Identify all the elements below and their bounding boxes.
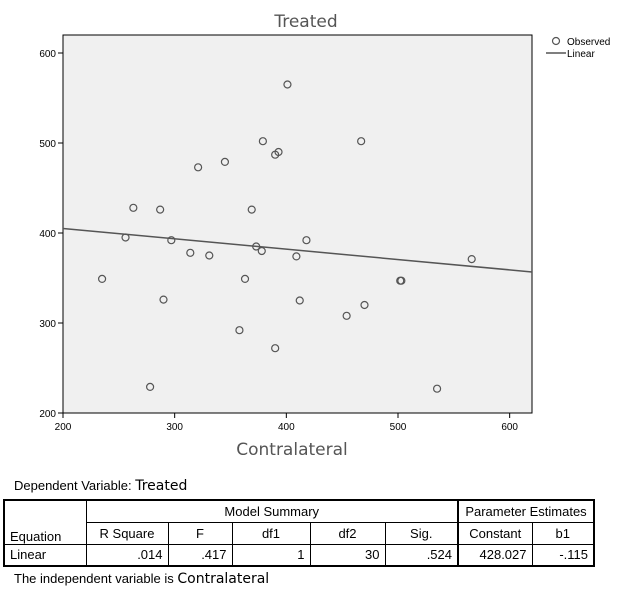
table-row: Linear .014 .417 1 30 .524 428.027 -.115	[3, 543, 595, 567]
data-point	[302, 236, 311, 245]
model-summary-header: Model Summary	[85, 499, 459, 523]
data-point	[274, 147, 283, 157]
x-tick-label: 300	[166, 422, 183, 433]
data-point	[220, 157, 230, 166]
y-tick-label: 600	[39, 49, 56, 60]
parameter-estimates-header: Parameter Estimates	[457, 499, 595, 523]
data-point	[186, 248, 195, 257]
df1-cell: 1	[231, 543, 311, 567]
y-tick-label: 200	[39, 409, 56, 420]
sig-cell: .524	[384, 543, 459, 567]
data-point	[159, 295, 168, 304]
table-group-header-row: Equation Model Summary Parameter Estimat…	[3, 499, 595, 545]
data-point	[360, 300, 369, 310]
constant-header: Constant	[457, 521, 533, 545]
dependent-variable-name: Treated	[135, 478, 188, 494]
b1-cell: -.115	[531, 543, 595, 567]
table-column-header-row: R Square F df1 df2 Sig. Constant b1	[4, 521, 595, 545]
constant-cell: 428.027	[457, 543, 533, 567]
data-point	[258, 137, 267, 146]
model-summary-table: Equation Model Summary Parameter Estimat…	[3, 499, 595, 567]
equation-header: Equation	[3, 499, 87, 545]
r-square-header: R Square	[85, 521, 169, 545]
data-points	[97, 80, 476, 393]
df1-header: df1	[231, 521, 311, 545]
data-point	[467, 255, 476, 264]
data-point	[129, 203, 138, 212]
data-point	[271, 344, 280, 353]
y-tick-label: 300	[39, 319, 56, 330]
data-point	[357, 137, 366, 146]
data-point	[194, 163, 203, 172]
data-point	[240, 274, 250, 283]
b1-header: b1	[531, 521, 595, 545]
data-point	[283, 80, 292, 89]
data-point	[146, 382, 155, 391]
independent-variable-prefix: The independent variable is	[14, 571, 174, 586]
x-tick-label: 600	[501, 422, 518, 433]
df2-header: df2	[309, 521, 386, 545]
y-tick-label: 500	[39, 139, 56, 150]
data-point	[205, 251, 214, 260]
data-point	[247, 205, 256, 214]
legend-observed-label: Observed	[567, 37, 610, 48]
legend-observed-marker	[551, 36, 561, 46]
data-point	[97, 274, 107, 283]
chart-title: Treated	[273, 12, 337, 32]
data-point	[432, 384, 442, 393]
dependent-variable-prefix: Dependent Variable:	[14, 478, 132, 493]
x-tick-label: 500	[390, 422, 407, 433]
data-point	[295, 296, 304, 305]
data-point	[292, 252, 301, 261]
data-point	[342, 311, 351, 320]
f-cell: .417	[167, 543, 233, 567]
legend-linear-label: Linear	[567, 49, 595, 60]
dependent-variable-note: Dependent Variable: Treated	[14, 478, 187, 494]
equation-cell: Linear	[3, 543, 87, 567]
x-tick-label: 200	[55, 422, 72, 433]
plot-area	[62, 34, 533, 414]
data-point	[397, 276, 406, 285]
independent-variable-name: Contralateral	[177, 571, 270, 587]
y-tick-label: 400	[39, 229, 56, 240]
x-axis-title: Contralateral	[236, 440, 348, 460]
data-point	[156, 205, 165, 214]
independent-variable-note: The independent variable is Contralatera…	[14, 571, 269, 587]
r-square-cell: .014	[85, 543, 169, 567]
y-axis: 200 300 400 500 600	[39, 49, 63, 420]
data-point	[235, 326, 244, 335]
x-axis: 200 300 400 500 600	[55, 413, 518, 433]
df2-cell: 30	[309, 543, 386, 567]
sig-header: Sig.	[384, 521, 459, 545]
data-point	[167, 236, 176, 245]
linear-fit-line	[62, 227, 533, 273]
f-header: F	[167, 521, 233, 545]
legend: Observed Linear	[546, 36, 610, 60]
x-tick-label: 400	[278, 422, 295, 433]
